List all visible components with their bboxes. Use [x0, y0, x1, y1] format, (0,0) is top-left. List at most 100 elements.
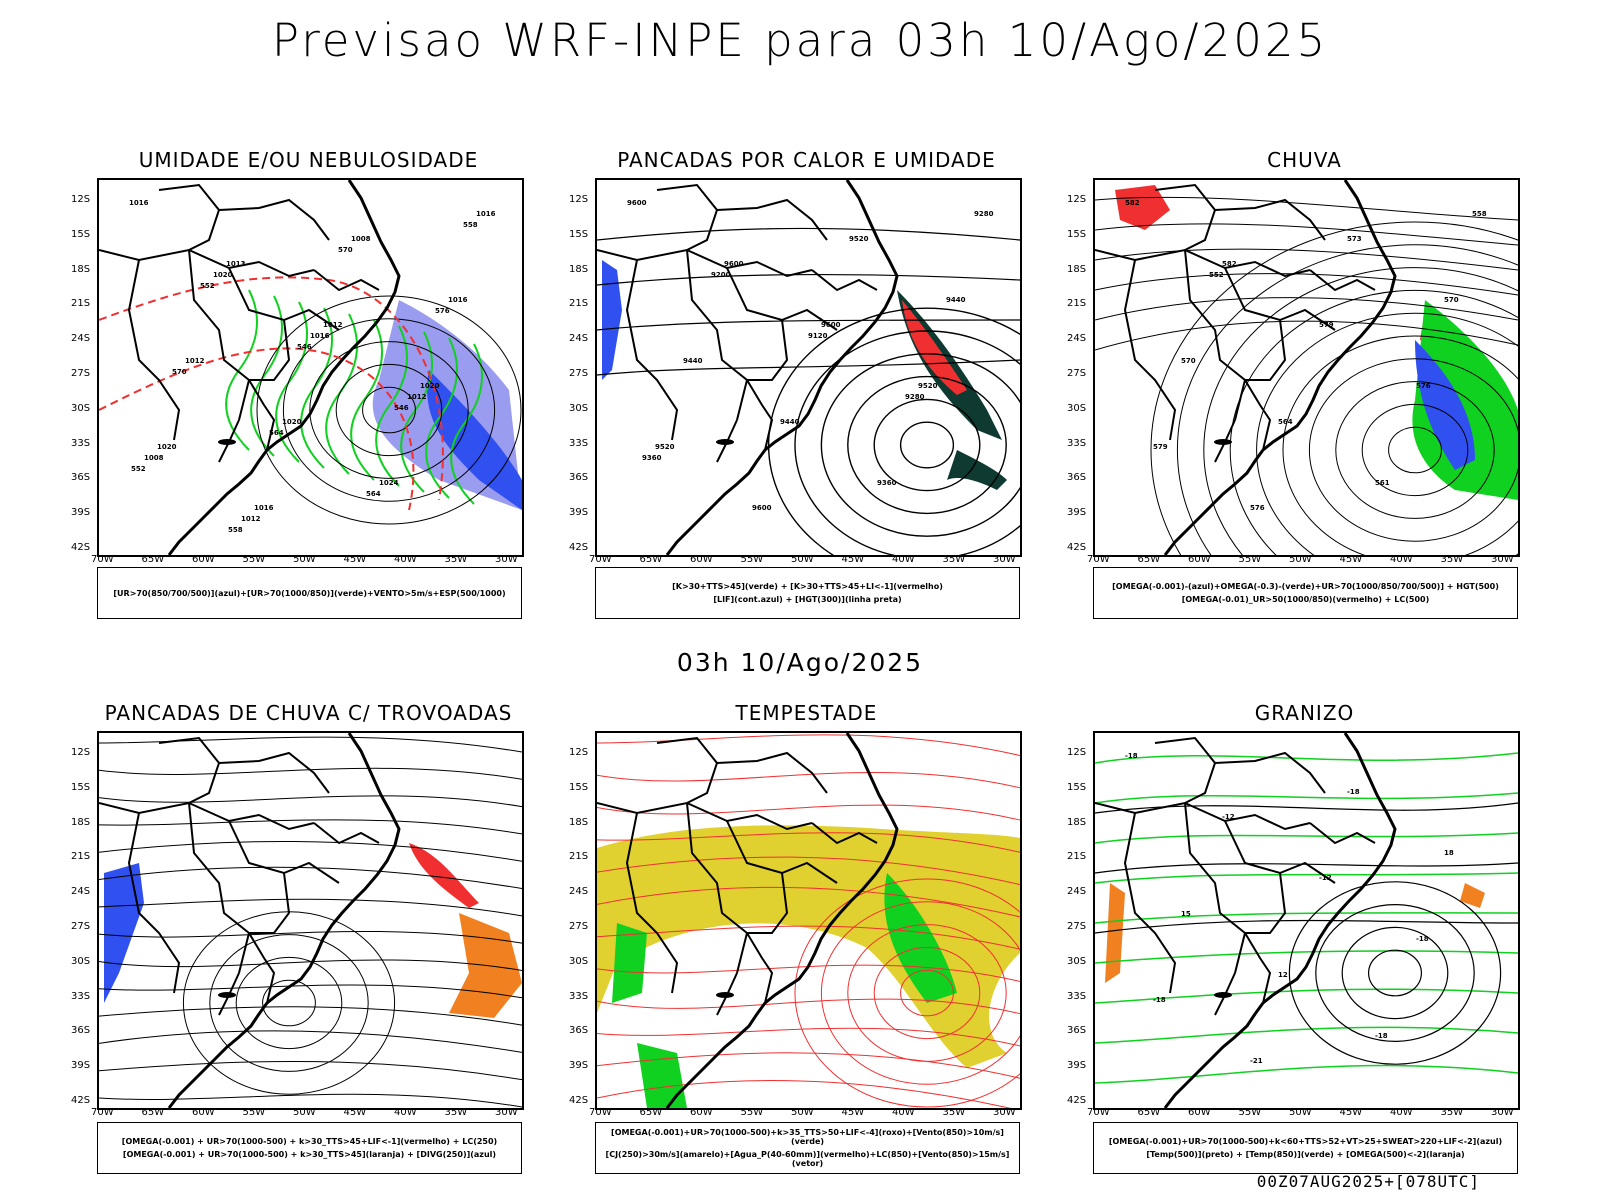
temp500-contour — [1095, 919, 1518, 934]
political-border — [1309, 269, 1376, 292]
lagoon — [716, 992, 734, 998]
lat-tick-label: 36S — [71, 472, 91, 484]
contour-label: 582 — [1222, 260, 1237, 268]
political-border — [188, 802, 251, 974]
temp850-contour — [1095, 988, 1518, 1004]
contour-line — [235, 956, 343, 1050]
political-border — [313, 269, 380, 292]
map-pancadas_trovoadas — [97, 731, 524, 1110]
contour-label: -18 — [1375, 1032, 1388, 1040]
political-border — [686, 249, 749, 421]
lat-tick-label: 42S — [1067, 542, 1087, 553]
lon-tick-label: 40W — [892, 554, 915, 565]
contour-label: 558 — [1472, 210, 1487, 218]
political-border — [1123, 259, 1177, 441]
divergence-area — [104, 863, 144, 1003]
lon-tick-label: 50W — [791, 1107, 814, 1118]
lon-tick-label: 60W — [690, 1107, 713, 1118]
contour-label: 576 — [1250, 504, 1265, 512]
humidity-area-blue — [427, 370, 522, 510]
lat-tick-label: 33S — [569, 437, 589, 449]
contour-line — [1361, 403, 1469, 497]
lon-tick-label: 40W — [1390, 1107, 1413, 1118]
political-border — [1214, 198, 1326, 241]
panel-title-pancadas_calor: PANCADAS POR CALOR E UMIDADE — [617, 148, 996, 172]
lon-tick-label: 50W — [791, 554, 814, 565]
contour-label: 1016 — [129, 199, 149, 207]
legend-line: [K>30+TTS>45](verde) + [K>30+TTS>45+LI<-… — [672, 582, 943, 591]
streamline — [99, 1030, 522, 1053]
contour-line — [873, 946, 981, 1040]
lon-tick-label: 30W — [1491, 1107, 1514, 1118]
legend-pancadas_calor: [K>30+TTS>45](verde) + [K>30+TTS>45+LI<-… — [595, 567, 1020, 619]
contour-line — [1256, 312, 1518, 555]
lon-tick-label: 40W — [892, 1107, 915, 1118]
legend-tempestade: [OMEGA(-0.001)+UR>70(1000-500)+k>35_TTS>… — [595, 1122, 1020, 1174]
contour-line — [256, 295, 522, 525]
wind850-area — [637, 1043, 687, 1108]
lat-tick-label: 21S — [1067, 298, 1087, 310]
political-border — [1244, 379, 1272, 451]
temp500-contour — [1095, 802, 1518, 814]
contour-label: 1008 — [351, 235, 371, 243]
lat-tick-label: 18S — [569, 263, 589, 275]
run-info-footer: 00Z07AUG2025+[078UTC] — [1256, 1172, 1480, 1191]
contour-label: 1020 — [213, 271, 233, 279]
map-tempestade — [595, 731, 1022, 1110]
lat-tick-label: 18S — [71, 263, 91, 275]
contour-label: 576 — [435, 307, 450, 315]
contour-line — [182, 911, 396, 1095]
lat-tick-label: 27S — [569, 368, 589, 379]
contour-line — [1282, 335, 1518, 555]
lat-tick-label: 30S — [569, 402, 589, 414]
political-border — [158, 736, 221, 804]
political-border — [313, 822, 380, 845]
contour-label: 9600 — [724, 260, 744, 268]
height-contour — [597, 319, 1020, 331]
legend-pancadas_trovoadas: [OMEGA(-0.001) + UR>70(1000-500) + k>30_… — [97, 1122, 522, 1174]
lat-tick-label: 42S — [71, 542, 91, 553]
height-contour — [597, 273, 1020, 286]
political-border — [1154, 736, 1217, 804]
green-contour — [375, 325, 408, 487]
lat-tick-label: 30S — [71, 955, 91, 967]
contour-line — [262, 979, 316, 1027]
political-border — [1095, 248, 1311, 278]
political-border — [1244, 932, 1272, 1004]
lon-tick-label: 70W — [1087, 1107, 1110, 1118]
political-border — [127, 812, 181, 994]
contour-line — [820, 353, 1020, 537]
contour-line — [899, 421, 955, 469]
lon-tick-label: 70W — [589, 554, 612, 565]
lon-tick-label: 35W — [942, 554, 966, 565]
lon-tick-label: 50W — [1289, 1107, 1312, 1118]
lat-tick-label: 15S — [569, 228, 589, 240]
contour-line — [209, 934, 369, 1072]
lat-tick-label: 30S — [1067, 402, 1087, 414]
coastline — [1163, 180, 1397, 555]
thickness-contour — [99, 276, 444, 501]
lon-tick-label: 55W — [740, 554, 764, 565]
legend-line: [OMEGA(-0.001) + UR>70(1000-500) + k>30_… — [121, 1137, 498, 1146]
map-umidade: 1016 1013 1012 1020 1020 1016 1008 1016 1012 1020… — [97, 178, 524, 557]
contour-label: 558 — [463, 221, 478, 229]
contour-label: 546 — [394, 404, 409, 412]
contour-label: 9360 — [877, 479, 897, 487]
lat-tick-label: 15S — [1067, 228, 1087, 240]
panel-title-umidade: UMIDADE E/OU NEBULOSIDADE — [138, 148, 479, 172]
contour-label: 9280 — [905, 393, 925, 401]
lon-tick-label: 45W — [841, 1107, 865, 1118]
political-border — [716, 751, 828, 794]
contour-line — [873, 398, 981, 492]
political-border — [1245, 319, 1287, 381]
lat-tick-label: 42S — [1067, 1095, 1087, 1106]
lat-tick-label: 36S — [569, 1025, 589, 1037]
map-pancadas_calor: 9600 9600 9600 9520 9520 9600 9520 9440 9440 9440… — [595, 178, 1022, 557]
streamline — [1095, 248, 1518, 271]
streamline — [99, 984, 522, 999]
lat-tick-label: 42S — [569, 1095, 589, 1106]
political-border — [1309, 822, 1376, 845]
streamline — [597, 804, 1020, 821]
streamline — [1095, 320, 1518, 351]
lon-tick-label: 60W — [1188, 1107, 1211, 1118]
